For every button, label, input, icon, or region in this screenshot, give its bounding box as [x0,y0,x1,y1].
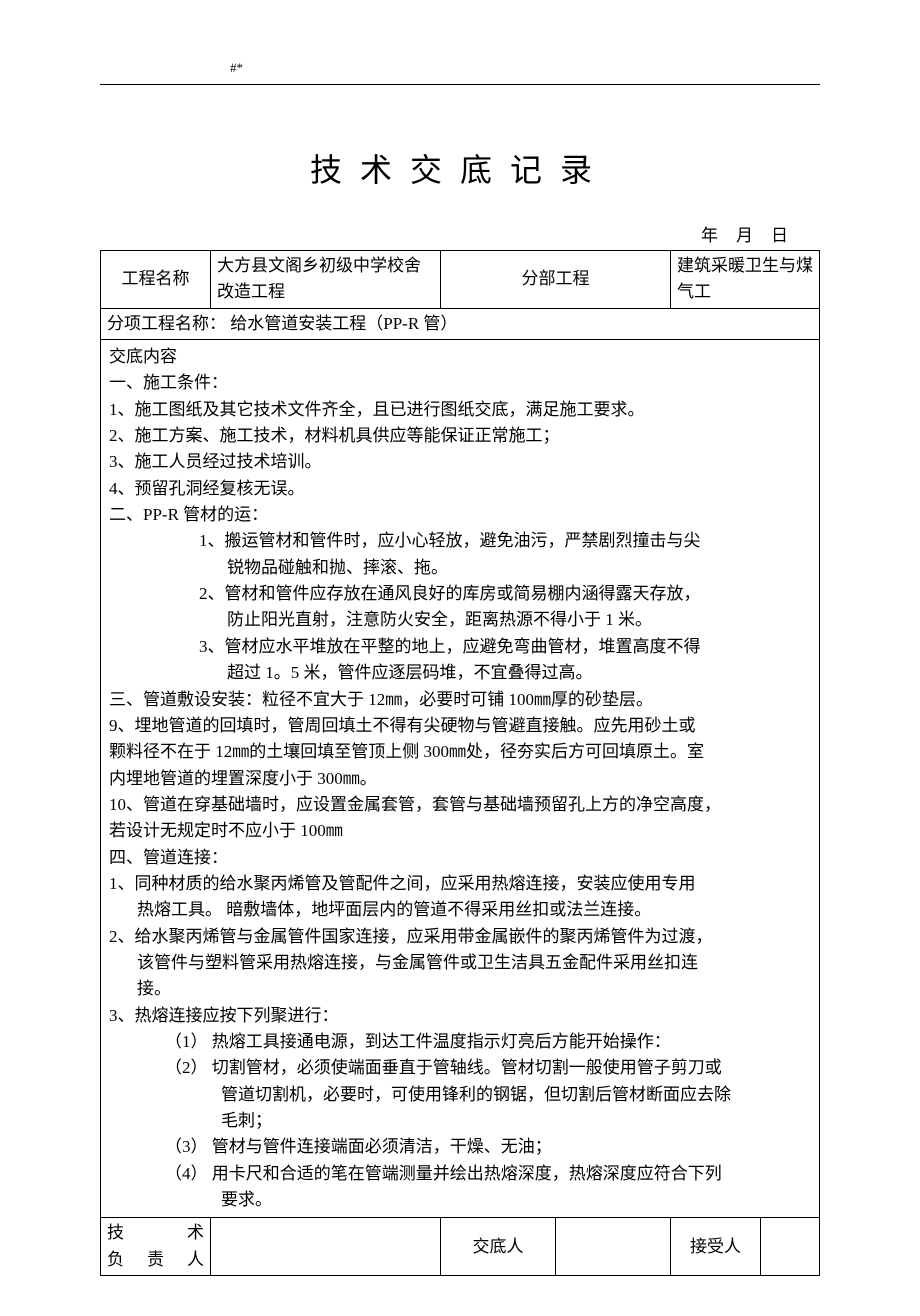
text-line: 9、埋地管道的回填时，管周回填土不得有尖硬物与管避直接触。应先用砂土或 [109,713,811,739]
text-line: 3、热熔连接应按下列聚进行： [109,1003,811,1029]
text-line: 2、施工方案、施工技术，材料机具供应等能保证正常施工； [109,423,811,449]
text-line: 三、管道敷设安装：粒径不宜大于 12㎜，必要时可铺 100㎜厚的砂垫层。 [109,687,811,713]
text-line: 一、施工条件： [109,370,811,396]
text-line: 3、管材应水平堆放在平整的地上，应避免弯曲管材，堆置高度不得 [109,634,811,660]
content-cell: 交底内容 一、施工条件： 1、施工图纸及其它技术文件齐全，且已进行图纸交底，满足… [101,340,820,1218]
text-line: 该管件与塑料管采用热熔连接，与金属管件或卫生洁具五金配件采用丝扣连 [109,950,811,976]
text-line: 若设计无规定时不应小于 100㎜ [109,818,811,844]
text-line: 1、同种材质的给水聚丙烯管及管配件之间，应采用热熔连接，安装应使用专用 [109,871,811,897]
text-line: 4、预留孔洞经复核无误。 [109,476,811,502]
text-line: 颗料径不在于 12㎜的土壤回填至管顶上侧 300㎜处，径夯实后方可回填原土。室 [109,739,811,765]
page-title: 技术交底记录 [100,145,820,191]
sub-project-label: 分部工程 [441,251,671,309]
discloser-value [556,1218,671,1276]
text-line: 锐物品碰触和抛、摔滚、拖。 [109,555,811,581]
text-line: 四、管道连接： [109,845,811,871]
text-line: 热熔工具。 暗敷墙体，地坪面层内的管道不得采用丝扣或法兰连接。 [109,897,811,923]
discloser-label: 交底人 [441,1218,556,1276]
footer-row: 技 术 负 责 人 交底人 接受人 [101,1218,820,1276]
text-line: 接。 [109,976,811,1002]
text-line: 内埋地管道的埋置深度小于 300㎜。 [109,766,811,792]
sub-project-value: 建筑采暖卫生与煤气工 [671,251,820,309]
receiver-value [761,1218,820,1276]
tech-lead-label: 技 术 负 责 人 [101,1218,211,1276]
header-rule [100,84,820,85]
text-line: （1） 热熔工具接通电源，到达工件温度指示灯亮后方能开始操作： [109,1029,811,1055]
receiver-label: 接受人 [671,1218,761,1276]
text-line: 超过 1。5 米，管件应逐层码堆，不宜叠得过高。 [109,660,811,686]
text-line: （2） 切割管材，必须使端面垂直于管轴线。管材切割一般使用管子剪刀或 [109,1055,811,1081]
text-line: （3） 管材与管件连接端面必须清洁，干燥、无油； [109,1134,811,1160]
content-row: 交底内容 一、施工条件： 1、施工图纸及其它技术文件齐全，且已进行图纸交底，满足… [101,340,820,1218]
project-row: 工程名称 大方县文阁乡初级中学校舍改造工程 分部工程 建筑采暖卫生与煤气工 [101,251,820,309]
text-line: 2、给水聚丙烯管与金属管件国家连接，应采用带金属嵌件的聚丙烯管件为过渡， [109,924,811,950]
project-name-value: 大方县文阁乡初级中学校舍改造工程 [211,251,441,309]
text-line: 1、搬运管材和管件时，应小心轻放，避免油污，严禁剧烈撞击与尖 [109,528,811,554]
text-line: 3、施工人员经过技术培训。 [109,449,811,475]
text-line: 防止阳光直射，注意防火安全，距离热源不得小于 1 米。 [109,607,811,633]
date-line: 年月日 [100,221,806,246]
tech-lead-value [211,1218,441,1276]
text-line: （4） 用卡尺和合适的笔在管端测量并绘出热熔深度，热熔深度应符合下列 [109,1161,811,1187]
main-table: 工程名称 大方县文阁乡初级中学校舍改造工程 分部工程 建筑采暖卫生与煤气工 分项… [100,250,820,1276]
subitem-label: 分项工程名称： 给水管道安装工程（PP-R 管） [101,308,820,339]
project-name-label: 工程名称 [101,251,211,309]
text-line: 二、PP-R 管材的运： [109,502,811,528]
subitem-row: 分项工程名称： 给水管道安装工程（PP-R 管） [101,308,820,339]
header-mark: #* [230,60,820,76]
text-line: 毛刺； [109,1108,811,1134]
content-heading: 交底内容 [109,344,811,370]
text-line: 2、管材和管件应存放在通风良好的库房或简易棚内涵得露天存放， [109,581,811,607]
text-line: 管道切割机，必要时，可使用锋利的钢锯，但切割后管材断面应去除 [109,1082,811,1108]
text-line: 要求。 [109,1187,811,1213]
text-line: 10、管道在穿基础墙时，应设置金属套管，套管与基础墙预留孔上方的净空高度， [109,792,811,818]
text-line: 1、施工图纸及其它技术文件齐全，且已进行图纸交底，满足施工要求。 [109,397,811,423]
